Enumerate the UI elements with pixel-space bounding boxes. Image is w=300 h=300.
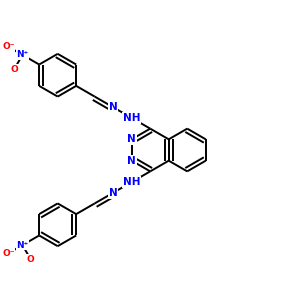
Text: N: N — [127, 156, 136, 166]
Text: N⁺: N⁺ — [16, 241, 28, 250]
Text: N: N — [109, 102, 118, 112]
Text: O⁻: O⁻ — [2, 42, 15, 51]
Text: N: N — [127, 134, 136, 144]
Text: NH: NH — [123, 113, 140, 123]
Text: N⁺: N⁺ — [16, 50, 28, 59]
Text: O: O — [27, 255, 34, 264]
Text: O: O — [11, 64, 18, 74]
Text: O⁻: O⁻ — [2, 249, 15, 258]
Text: N: N — [109, 188, 118, 198]
Text: NH: NH — [123, 177, 140, 187]
